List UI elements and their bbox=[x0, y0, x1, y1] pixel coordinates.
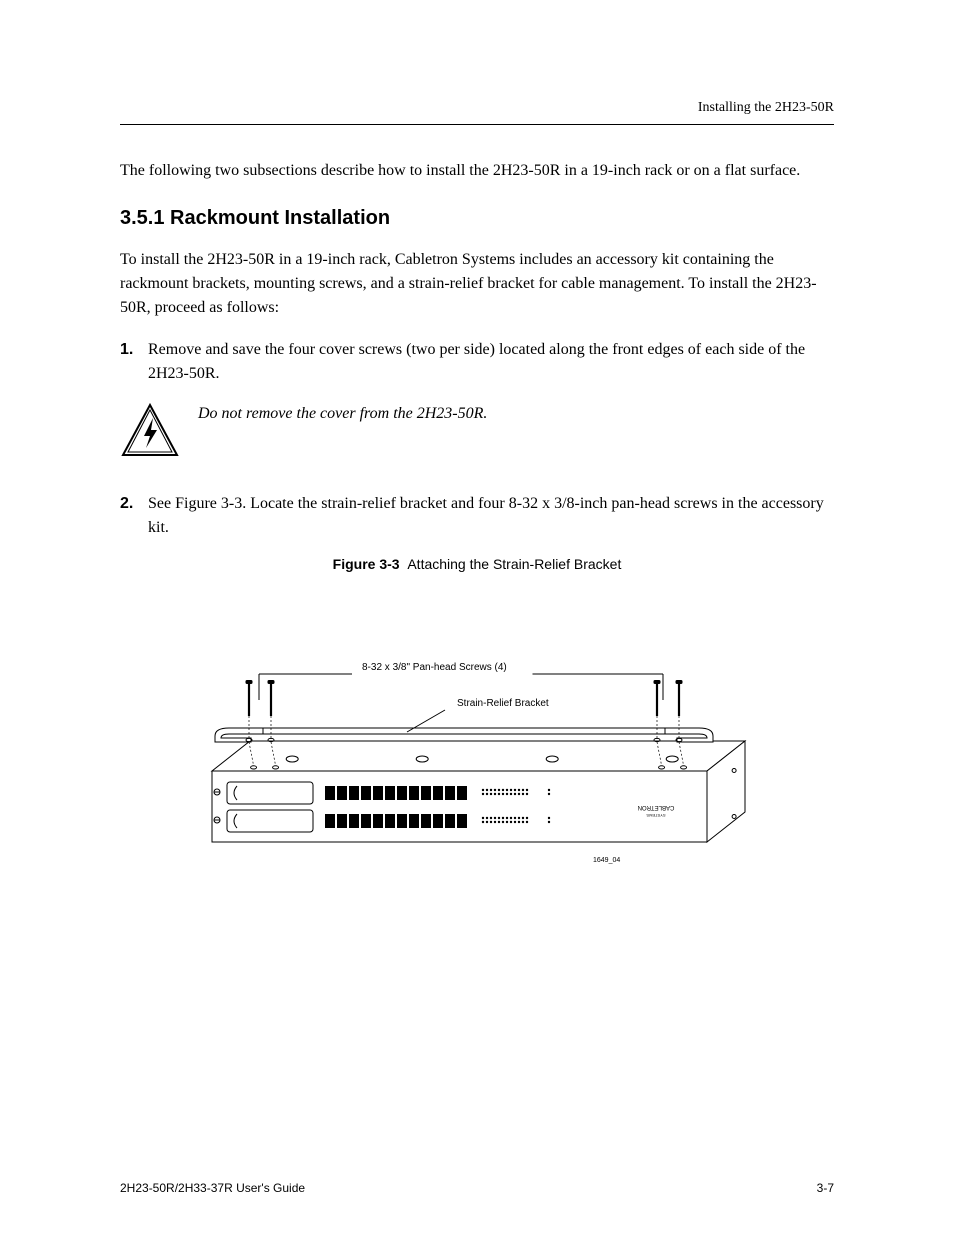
step-1-number: 1. bbox=[120, 338, 148, 386]
svg-text:SYSTEMS: SYSTEMS bbox=[646, 813, 665, 818]
figure-label: Figure 3-3 bbox=[333, 556, 400, 572]
warning-text: Do not remove the cover from the 2H23-50… bbox=[198, 402, 834, 426]
step-1: 1. Remove and save the four cover screws… bbox=[120, 338, 834, 386]
svg-text:Strain-Relief Bracket: Strain-Relief Bracket bbox=[457, 698, 549, 709]
running-head: Installing the 2H23-50R bbox=[120, 100, 834, 116]
header-rule bbox=[120, 124, 834, 125]
footer-left: 2H23-50R/2H33-37R User's Guide bbox=[120, 1181, 305, 1195]
svg-text:CABLETRON: CABLETRON bbox=[638, 804, 675, 810]
svg-text:8-32 x 3/8" Pan-head Screws (4: 8-32 x 3/8" Pan-head Screws (4) bbox=[362, 662, 507, 673]
svg-text:1649_04: 1649_04 bbox=[593, 857, 620, 864]
figure-diagram: CABLETRON SYSTEMS 8-32 x 3/8" Pan-head Scr… bbox=[197, 582, 757, 882]
step-2-text: See Figure 3-3. Locate the strain-relief… bbox=[148, 492, 834, 540]
page: Installing the 2H23-50R The following tw… bbox=[0, 0, 954, 1235]
figure-caption-text: Attaching the Strain-Relief Bracket bbox=[407, 556, 621, 572]
footer-right: 3-7 bbox=[817, 1181, 834, 1195]
step-2: 2. See Figure 3-3. Locate the strain-rel… bbox=[120, 492, 834, 540]
intro-paragraph: The following two subsections describe h… bbox=[120, 159, 834, 183]
step-2-number: 2. bbox=[120, 492, 148, 540]
warning-triangle-icon bbox=[120, 402, 180, 462]
warning-block: Do not remove the cover from the 2H23-50… bbox=[120, 402, 834, 462]
section-heading: 3.5.1 Rackmount Installation bbox=[120, 207, 834, 230]
figure-caption: Figure 3-3 Attaching the Strain-Relief B… bbox=[120, 556, 834, 572]
section-body: To install the 2H23-50R in a 19-inch rac… bbox=[120, 248, 834, 320]
step-1-text: Remove and save the four cover screws (t… bbox=[148, 338, 834, 386]
page-footer: 2H23-50R/2H33-37R User's Guide 3-7 bbox=[120, 1181, 834, 1195]
